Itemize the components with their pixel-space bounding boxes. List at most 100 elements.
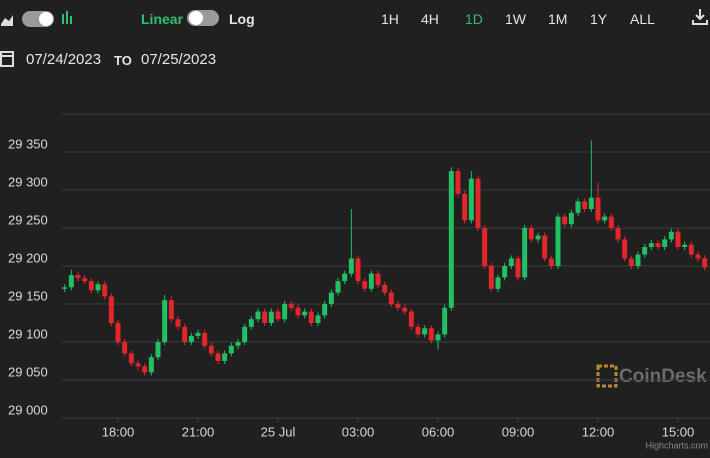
candle-body bbox=[428, 328, 434, 341]
range-button[interactable]: ALL bbox=[630, 11, 655, 27]
candle-body bbox=[122, 342, 128, 354]
candle-body bbox=[182, 326, 188, 342]
candle-body bbox=[222, 353, 228, 361]
candle-icon[interactable] bbox=[62, 11, 72, 24]
y-tick-label: 29 050 bbox=[8, 364, 48, 379]
candle-body bbox=[515, 258, 521, 278]
candle-body bbox=[355, 258, 361, 282]
candle-body bbox=[575, 201, 581, 213]
watermark-logo bbox=[596, 364, 618, 388]
candle-body bbox=[315, 315, 321, 323]
candle-body bbox=[175, 319, 181, 327]
candle-body bbox=[582, 201, 588, 209]
y-tick-label: 29 350 bbox=[8, 136, 48, 151]
candle-body bbox=[75, 275, 81, 279]
y-tick-label: 29 250 bbox=[8, 212, 48, 227]
candle-body bbox=[228, 345, 234, 354]
candle-body bbox=[595, 197, 601, 221]
area-icon[interactable] bbox=[1, 15, 13, 26]
calendar-icon[interactable] bbox=[0, 48, 16, 68]
candle-body bbox=[682, 244, 688, 247]
candle-body bbox=[95, 284, 101, 291]
y-tick-label: 29 300 bbox=[8, 174, 48, 189]
candle-body bbox=[668, 231, 674, 240]
candle-body bbox=[615, 228, 621, 240]
candle-body bbox=[255, 311, 261, 320]
candle-body bbox=[322, 304, 328, 316]
candle-body bbox=[688, 244, 694, 255]
range-button[interactable]: 1W bbox=[505, 11, 526, 27]
candle-body bbox=[508, 258, 514, 266]
candle-body bbox=[248, 319, 254, 327]
candle-body bbox=[415, 326, 421, 335]
candle-body bbox=[342, 273, 348, 282]
candle-body bbox=[188, 335, 194, 342]
candle-body bbox=[195, 332, 201, 336]
watermark: CoinDesk bbox=[619, 366, 707, 387]
scale-toggle[interactable] bbox=[186, 8, 222, 28]
candle-body bbox=[275, 311, 281, 320]
candle-body bbox=[402, 307, 408, 312]
candle-body bbox=[382, 285, 388, 293]
candle-body bbox=[368, 273, 374, 289]
range-button[interactable]: 1D bbox=[465, 11, 483, 27]
candle-body bbox=[528, 228, 534, 240]
candle-body bbox=[308, 311, 314, 323]
candle-body bbox=[135, 363, 141, 367]
x-tick-label: 18:00 bbox=[102, 424, 135, 439]
range-button[interactable]: 1M bbox=[548, 11, 568, 27]
y-tick-label: 29 150 bbox=[8, 288, 48, 303]
linear-label[interactable]: Linear bbox=[141, 11, 184, 27]
candle-body bbox=[555, 216, 561, 266]
download-icon[interactable] bbox=[692, 8, 708, 26]
candle-body bbox=[542, 235, 548, 259]
candle-body bbox=[102, 284, 108, 297]
candle-body bbox=[162, 300, 168, 342]
candle-body bbox=[242, 326, 248, 342]
candle-body bbox=[62, 287, 68, 289]
candle-body bbox=[635, 254, 641, 266]
toggle-knob bbox=[39, 12, 53, 26]
y-tick-label: 29 000 bbox=[8, 402, 48, 417]
candle-body bbox=[375, 273, 381, 285]
candle-body bbox=[115, 323, 121, 342]
y-tick-label: 29 100 bbox=[8, 326, 48, 341]
x-tick-label: 21:00 bbox=[182, 424, 215, 439]
candle-body bbox=[302, 311, 308, 316]
range-button[interactable]: 1H bbox=[381, 11, 399, 27]
candle-body bbox=[168, 300, 174, 320]
candle-body bbox=[562, 216, 568, 225]
log-label[interactable]: Log bbox=[229, 11, 255, 27]
candle-body bbox=[548, 258, 554, 266]
range-button[interactable]: 1Y bbox=[590, 11, 608, 27]
y-tick-label: 29 200 bbox=[8, 250, 48, 265]
candle-body bbox=[488, 266, 494, 289]
candle-body bbox=[435, 334, 441, 341]
candle-body bbox=[282, 304, 288, 320]
candle-body bbox=[362, 281, 368, 289]
candle-body bbox=[208, 345, 214, 354]
candle-body bbox=[468, 178, 474, 221]
range-button[interactable]: 4H bbox=[421, 11, 439, 27]
candle-body bbox=[455, 171, 461, 194]
x-tick-label: 12:00 bbox=[582, 424, 615, 439]
credits: Highcharts.com bbox=[645, 440, 708, 450]
candle-body bbox=[288, 304, 294, 308]
candle-body bbox=[295, 307, 301, 316]
x-tick-label: 25 Jul bbox=[261, 424, 296, 439]
candle-body bbox=[602, 216, 608, 221]
candle-body bbox=[422, 328, 428, 335]
date-from[interactable]: 07/24/2023 bbox=[26, 51, 102, 68]
candle-body bbox=[68, 275, 74, 288]
chart-type-icons bbox=[1, 11, 72, 27]
candle-body bbox=[702, 258, 708, 268]
candle-body bbox=[495, 277, 501, 289]
candle-body bbox=[588, 197, 594, 209]
date-to[interactable]: 07/25/2023 bbox=[141, 51, 217, 68]
candle-body bbox=[268, 311, 274, 323]
candle-body bbox=[442, 307, 448, 335]
candle-body bbox=[148, 357, 154, 373]
candle-body bbox=[628, 258, 634, 266]
candle-body bbox=[388, 292, 394, 304]
